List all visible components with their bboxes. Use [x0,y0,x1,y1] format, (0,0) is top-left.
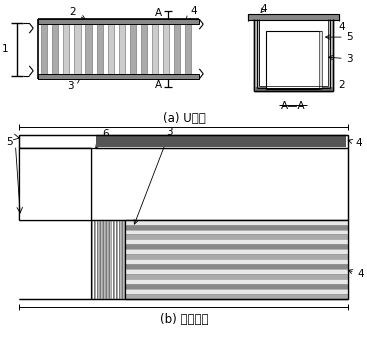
Bar [119,219,121,299]
Bar [41,24,47,74]
Bar [254,86,333,91]
Text: 3: 3 [68,79,80,91]
Bar [116,219,117,299]
Bar [125,264,348,269]
Bar [38,74,199,79]
Bar [109,219,111,299]
Text: 2: 2 [69,7,86,19]
Text: A—A: A—A [281,100,306,110]
Bar [125,259,348,264]
Bar [125,279,348,284]
Text: 6: 6 [96,129,109,148]
Bar [125,254,348,259]
Text: 1: 1 [2,44,9,54]
Bar [21,149,91,219]
Bar [113,219,115,299]
Bar [266,31,321,89]
Bar [125,249,348,254]
Bar [119,24,125,74]
Bar [106,219,108,299]
Bar [125,294,348,299]
Bar [97,219,99,299]
Text: (b) 横向压条: (b) 横向压条 [160,313,209,326]
Bar [152,24,158,74]
Text: 4: 4 [339,22,345,32]
Bar [125,219,348,225]
Bar [125,289,348,294]
Bar [125,229,348,235]
Bar [91,219,92,299]
Text: 3: 3 [134,127,173,224]
Bar [100,219,102,299]
Bar [125,244,348,249]
Text: 4: 4 [186,6,197,21]
Bar [95,136,346,147]
Bar [38,19,199,24]
Bar [52,24,58,74]
Bar [185,24,191,74]
Bar [125,274,348,279]
Bar [125,235,348,239]
Bar [130,24,136,74]
Text: 4: 4 [348,269,364,279]
Text: 4: 4 [260,4,267,14]
Bar [108,24,114,74]
Bar [103,219,105,299]
Bar [163,24,169,74]
Bar [94,219,95,299]
Bar [319,31,322,89]
Bar [75,24,80,74]
Bar [328,19,333,91]
Bar [63,24,69,74]
Text: 4: 4 [348,138,362,148]
Bar [248,14,339,20]
Text: A: A [155,8,162,18]
Bar [97,24,103,74]
Bar [86,24,92,74]
Bar [254,19,259,91]
Text: (a) U形箍: (a) U形箍 [163,112,206,126]
Text: 2: 2 [339,80,345,90]
Text: 3: 3 [328,54,353,64]
Bar [125,225,348,229]
Bar [125,284,348,289]
Bar [141,24,147,74]
Text: A: A [155,80,162,90]
Text: 5: 5 [6,137,12,147]
Bar [125,239,348,244]
Bar [174,24,180,74]
Text: 5: 5 [326,32,353,42]
Bar [122,219,124,299]
Bar [125,269,348,274]
